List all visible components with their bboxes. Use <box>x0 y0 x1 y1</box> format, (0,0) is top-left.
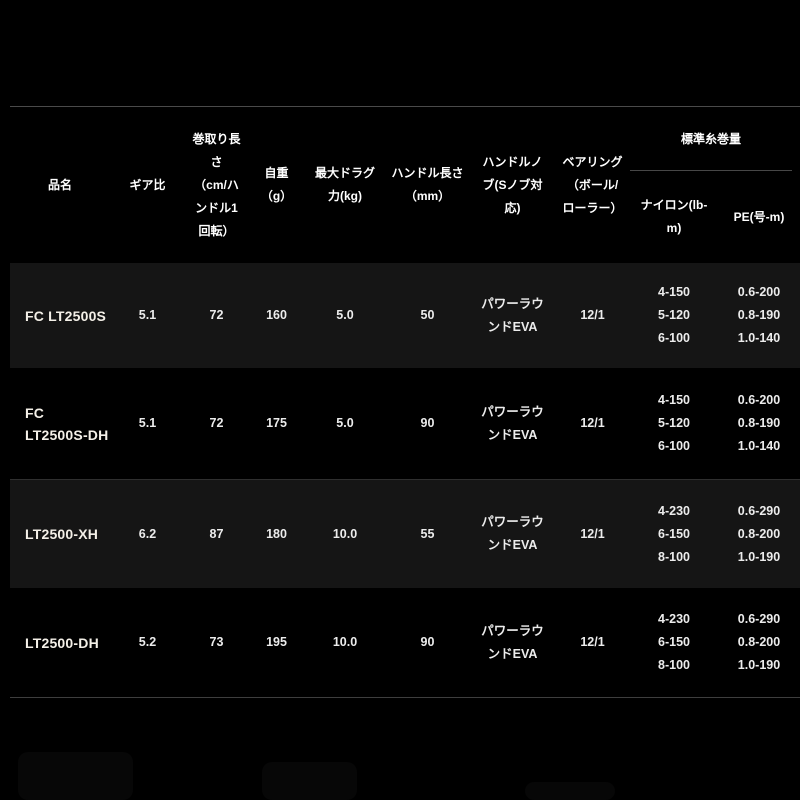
max-drag-value: 5.0 <box>336 308 354 322</box>
col-header-retrieve-per-turn: 巻取り長 さ （cm/ハ ンドル1 回転） <box>192 131 241 238</box>
pe-capacity-value: 0.6-290 0.8-200 1.0-190 <box>737 612 781 672</box>
handle-knob-value: パワーラウンドEVA <box>470 293 555 339</box>
max-drag-value: 10.0 <box>332 526 358 541</box>
product-name: FC LT2500S <box>25 307 107 324</box>
gear-ratio-value: 5.1 <box>138 416 157 430</box>
handle-knob-value: パワーラウンドEVA <box>470 620 555 666</box>
col-header-max-drag: 最大ドラグ 力(kg) <box>314 166 375 203</box>
bearings-value: 12/1 <box>580 416 605 430</box>
faint-image-artifact <box>18 752 133 800</box>
handle-knob-text: パワーラウンドEVA <box>481 404 544 442</box>
col-header-pe: PE(号-m) <box>733 209 785 224</box>
bearings-value: 12/1 <box>580 635 605 649</box>
col-header-nylon: ナイロン(lb- m) <box>640 198 708 235</box>
bearings-value: 12/1 <box>580 526 605 541</box>
product-name: LT2500-DH <box>25 634 99 651</box>
handle-knob-value: パワーラウンドEVA <box>470 401 555 447</box>
col-header-product-name: 品名 <box>47 177 72 192</box>
col-header-line-capacity: 標準糸巻量 <box>630 107 792 171</box>
weight-value: 160 <box>266 308 287 322</box>
gear-ratio-value: 5.2 <box>138 635 157 649</box>
pe-capacity-value: 0.6-200 0.8-190 1.0-140 <box>737 285 781 345</box>
line-capacity-subheaders: ナイロン(lb- m) PE(号-m) <box>630 171 800 263</box>
col-group-line-capacity: 標準糸巻量 ナイロン(lb- m) PE(号-m) <box>630 107 800 263</box>
max-drag-value: 10.0 <box>332 635 358 649</box>
gear-ratio-value: 5.1 <box>138 308 157 322</box>
nylon-capacity-value: 4-150 5-120 6-100 <box>658 285 690 345</box>
table-row: FC LT2500S 5.1 72 160 5.0 50 パワーラウンドEVA … <box>10 263 800 368</box>
faint-image-artifact <box>262 762 357 800</box>
product-name: LT2500-XH <box>25 526 99 542</box>
faint-image-artifact <box>525 782 615 800</box>
retrieve-value: 73 <box>209 635 224 649</box>
pe-capacity-value: 0.6-290 0.8-200 1.0-190 <box>737 503 781 564</box>
pe-capacity-value: 0.6-200 0.8-190 1.0-140 <box>737 393 781 453</box>
nylon-capacity-value: 4-150 5-120 6-100 <box>658 393 690 453</box>
table-row: FC LT2500S-DH 5.1 72 175 5.0 90 パワーラウンドE… <box>10 368 800 479</box>
table-row: LT2500-XH 6.2 87 180 10.0 55 パワーラウンドEVA … <box>10 479 800 588</box>
max-drag-value: 5.0 <box>336 416 354 430</box>
retrieve-value: 72 <box>209 416 224 430</box>
handle-length-value: 50 <box>420 308 435 322</box>
col-header-handle-knob: ハンドルノ ブ(Sノブ対 応) <box>482 154 543 215</box>
retrieve-value: 72 <box>209 308 224 322</box>
handle-knob-text: パワーラウンドEVA <box>481 296 544 334</box>
handle-knob-value: パワーラウンドEVA <box>470 511 555 557</box>
spec-table: 品名 ギア比 巻取り長 さ （cm/ハ ンドル1 回転） 自重 （g） 最大ドラ… <box>10 106 800 698</box>
weight-value: 175 <box>266 416 287 430</box>
weight-value: 180 <box>266 526 287 541</box>
col-header-gear-ratio: ギア比 <box>129 177 166 192</box>
col-header-handle-length: ハンドル長さ （mm） <box>391 166 464 203</box>
handle-length-value: 55 <box>420 526 435 541</box>
nylon-capacity-value: 4-230 6-150 8-100 <box>658 612 690 672</box>
retrieve-value: 87 <box>209 526 224 541</box>
gear-ratio-value: 6.2 <box>138 526 157 541</box>
table-header-row: 品名 ギア比 巻取り長 さ （cm/ハ ンドル1 回転） 自重 （g） 最大ドラ… <box>10 107 800 263</box>
handle-length-value: 90 <box>420 416 435 430</box>
handle-knob-text: パワーラウンドEVA <box>481 623 544 661</box>
handle-length-value: 90 <box>420 635 435 649</box>
col-header-weight: 自重 （g） <box>260 166 293 203</box>
table-row: LT2500-DH 5.2 73 195 10.0 90 パワーラウンドEVA … <box>10 588 800 697</box>
bearings-value: 12/1 <box>580 308 605 322</box>
product-name: FC LT2500S-DH <box>25 404 109 443</box>
handle-knob-text: パワーラウンドEVA <box>481 515 544 552</box>
col-header-bearings: ベアリング （ボール/ ローラー） <box>562 154 623 215</box>
nylon-capacity-value: 4-230 6-150 8-100 <box>658 503 690 564</box>
weight-value: 195 <box>266 635 287 649</box>
